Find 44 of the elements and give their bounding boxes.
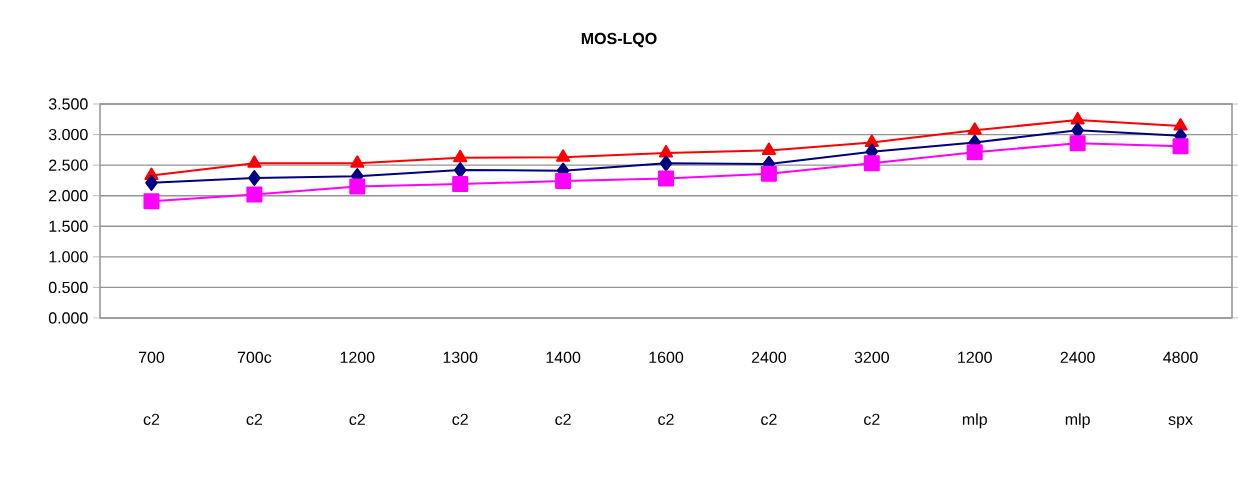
point — [1069, 135, 1086, 152]
point — [453, 149, 468, 163]
category-label: 4800 spx — [1163, 351, 1198, 429]
y-tick-label: 0.000 — [48, 312, 88, 324]
y-tick-label: 1.500 — [49, 220, 88, 232]
category-label: 700 c2 — [138, 351, 165, 426]
category-label: 1600 c2 — [649, 351, 684, 426]
point — [145, 174, 158, 191]
point — [452, 176, 469, 193]
y-tick-label: 2.500 — [49, 159, 88, 171]
point — [143, 193, 160, 210]
point — [556, 149, 571, 162]
category-label: 3200 c2 — [854, 351, 889, 426]
point — [350, 155, 365, 168]
chart-title: MOS-LQO — [581, 32, 657, 48]
point — [248, 169, 261, 186]
y-tick-label: 3.500 — [48, 98, 88, 110]
point — [966, 144, 983, 161]
point — [1173, 118, 1188, 131]
point — [659, 155, 673, 172]
y-tick-label: 3.000 — [48, 128, 88, 141]
point — [349, 178, 366, 195]
category-label: 2400 mlp — [1060, 351, 1095, 429]
point — [1070, 111, 1085, 125]
point — [864, 134, 879, 148]
y-tick-label: 1.000 — [49, 251, 88, 263]
point — [246, 186, 263, 203]
point — [760, 165, 777, 182]
point — [967, 122, 982, 135]
point — [761, 142, 776, 155]
point — [658, 144, 674, 158]
point — [247, 155, 262, 168]
category-label: 1300 c2 — [443, 351, 478, 426]
category-label: 700c c2 — [237, 351, 272, 426]
point — [1172, 138, 1189, 155]
point — [863, 155, 880, 172]
category-label: 2400 c2 — [751, 351, 787, 426]
category-label: 1200 mlp — [958, 351, 992, 429]
point — [555, 173, 572, 190]
y-tick-label: 2.000 — [49, 190, 88, 202]
category-label: 1400 c2 — [546, 351, 581, 426]
y-tick-label: 0.500 — [48, 281, 88, 294]
category-label: 1200 c2 — [340, 351, 375, 426]
point — [658, 170, 675, 187]
